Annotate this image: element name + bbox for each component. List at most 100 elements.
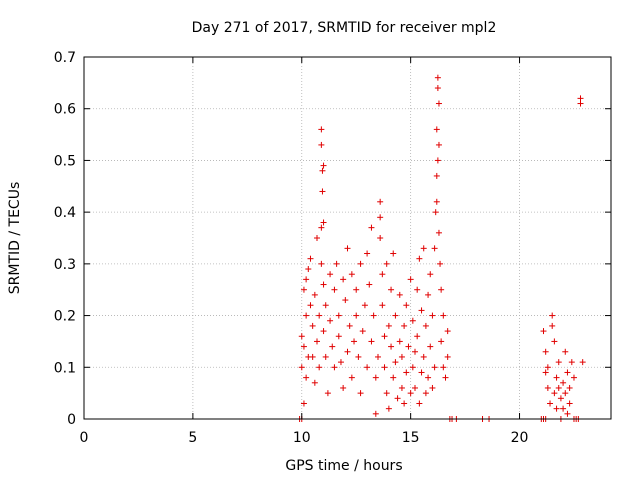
data-point	[374, 353, 381, 360]
data-point	[407, 390, 414, 397]
data-point	[309, 353, 316, 360]
data-point	[318, 260, 325, 267]
data-point	[409, 317, 416, 324]
data-point	[566, 384, 573, 391]
data-point	[309, 322, 316, 329]
data-point	[551, 390, 558, 397]
data-point	[549, 322, 556, 329]
data-point	[407, 276, 414, 283]
y-tick-label: 0.2	[54, 309, 76, 325]
data-point	[377, 214, 384, 221]
data-point	[300, 343, 307, 350]
data-point	[440, 312, 447, 319]
data-point	[403, 302, 410, 309]
data-point	[322, 302, 329, 309]
data-point	[318, 224, 325, 231]
data-point	[420, 245, 427, 252]
data-point	[560, 379, 567, 386]
data-point	[564, 410, 571, 417]
data-point	[438, 286, 445, 293]
x-tick-label: 5	[188, 430, 197, 446]
data-point	[414, 333, 421, 340]
data-point	[555, 359, 562, 366]
data-point	[300, 286, 307, 293]
data-point	[416, 400, 423, 407]
data-point	[412, 348, 419, 355]
data-point	[392, 359, 399, 366]
data-point	[370, 312, 377, 319]
grid-lines	[84, 57, 611, 419]
y-tick-label: 0.1	[54, 360, 76, 376]
data-point	[434, 74, 441, 81]
data-point	[398, 384, 405, 391]
data-point	[357, 260, 364, 267]
data-point	[322, 353, 329, 360]
data-point	[570, 374, 577, 381]
data-point	[553, 405, 560, 412]
data-point	[427, 343, 434, 350]
data-point	[316, 364, 323, 371]
data-point	[368, 338, 375, 345]
y-tick-label: 0.6	[54, 102, 76, 118]
data-point	[440, 364, 447, 371]
data-point	[355, 353, 362, 360]
data-point	[311, 291, 318, 298]
data-point	[303, 374, 310, 381]
data-point	[425, 291, 432, 298]
data-point	[442, 374, 449, 381]
data-point	[403, 369, 410, 376]
data-point	[318, 141, 325, 148]
data-point	[353, 312, 360, 319]
data-point	[549, 312, 556, 319]
y-axis-label: SRMTID / TECUs	[7, 182, 23, 295]
data-point	[564, 369, 571, 376]
data-point	[344, 348, 351, 355]
data-point	[434, 85, 441, 92]
data-point	[553, 374, 560, 381]
data-point	[435, 141, 442, 148]
data-point	[331, 286, 338, 293]
data-point	[351, 338, 358, 345]
x-tick-label: 0	[80, 430, 89, 446]
data-point	[361, 302, 368, 309]
data-point	[425, 374, 432, 381]
data-point	[388, 286, 395, 293]
data-point	[314, 338, 321, 345]
data-point	[396, 338, 403, 345]
data-point	[431, 245, 438, 252]
data-point	[385, 405, 392, 412]
data-point	[579, 359, 586, 366]
data-point	[420, 353, 427, 360]
data-point	[359, 328, 366, 335]
data-point	[435, 229, 442, 236]
data-point	[542, 369, 549, 376]
data-point	[298, 364, 305, 371]
data-point	[298, 333, 305, 340]
data-point	[542, 348, 549, 355]
chart-title: Day 271 of 2017, SRMTID for receiver mpl…	[192, 20, 497, 36]
data-point	[379, 271, 386, 278]
data-point	[364, 364, 371, 371]
data-point	[311, 379, 318, 386]
data-point	[560, 405, 567, 412]
x-axis-label: GPS time / hours	[285, 458, 402, 474]
data-point	[392, 312, 399, 319]
data-point	[388, 343, 395, 350]
data-point	[319, 188, 326, 195]
y-tick-label: 0	[67, 412, 76, 428]
data-point	[327, 317, 334, 324]
data-point	[335, 333, 342, 340]
data-point	[348, 271, 355, 278]
y-tick-label: 0.7	[54, 50, 76, 66]
data-point	[337, 359, 344, 366]
data-point	[340, 384, 347, 391]
data-point	[544, 384, 551, 391]
data-point	[418, 307, 425, 314]
data-point	[320, 328, 327, 335]
data-point	[390, 250, 397, 257]
data-points	[296, 74, 586, 422]
data-point	[316, 312, 323, 319]
data-point	[438, 338, 445, 345]
data-point	[431, 364, 438, 371]
data-point	[562, 348, 569, 355]
